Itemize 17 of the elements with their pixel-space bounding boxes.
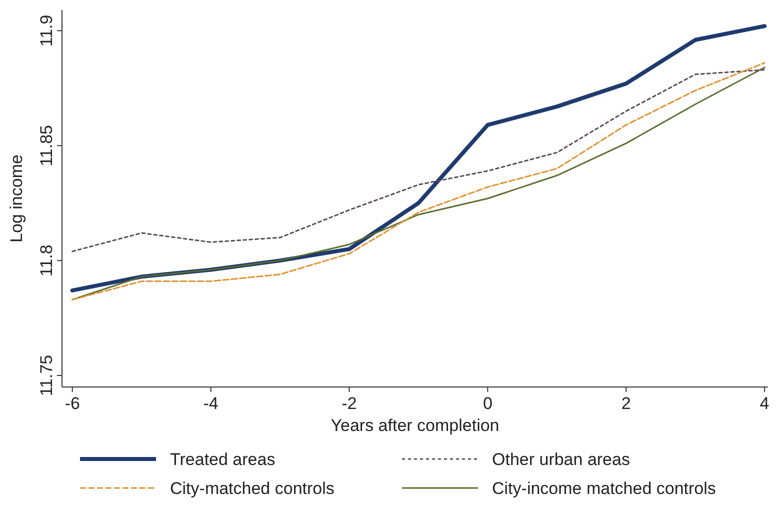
x-tick-label: 0 — [482, 394, 492, 413]
y-tick-label: 11.75 — [37, 354, 56, 396]
legend-label: Other urban areas — [492, 450, 630, 469]
x-tick-label: 4 — [760, 394, 770, 413]
x-tick-label: -4 — [203, 394, 218, 413]
y-tick-label: 11.85 — [37, 124, 56, 166]
x-axis-title: Years after completion — [330, 416, 500, 435]
y-axis-title: Log income — [7, 154, 26, 242]
line-series — [72, 69, 766, 252]
x-tick-label: -6 — [64, 394, 80, 413]
legend-label: City-income matched controls — [492, 479, 716, 498]
x-tick-label: 2 — [621, 394, 631, 413]
x-tick-label: -2 — [342, 394, 357, 413]
y-tick-label: 11.9 — [37, 14, 56, 47]
legend-label: City-matched controls — [170, 479, 334, 498]
legend-label: Treated areas — [170, 450, 276, 469]
y-tick-label: 11.8 — [37, 244, 56, 276]
